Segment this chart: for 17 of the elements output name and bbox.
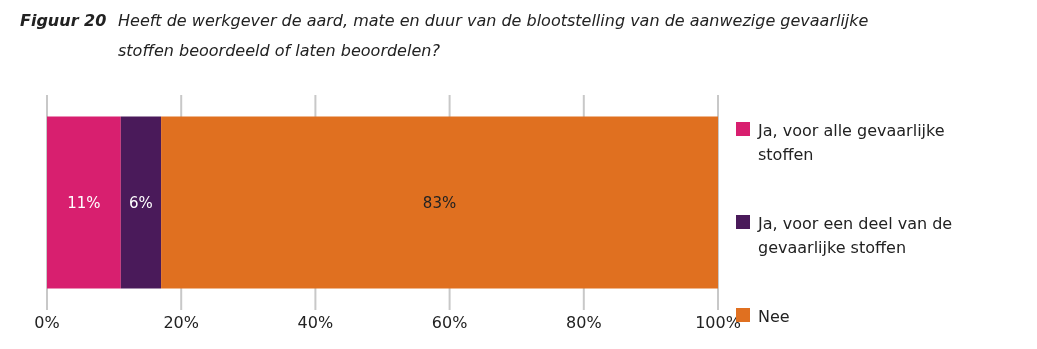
data-label: 6% bbox=[129, 193, 153, 212]
bar bbox=[120, 116, 162, 289]
chart-title: Figuur 20 bbox=[20, 11, 107, 30]
chart-subtitle: Heeft de werkgever de aard, mate en duur van de blootstelling van de aanwezige gevaarlijke stoffen beoordeeld of laten beoordelen? bbox=[118, 11, 869, 60]
bar bbox=[161, 116, 718, 289]
bar bbox=[47, 116, 121, 289]
x-tick-label: 100% bbox=[695, 313, 741, 332]
x-tick-label: 20% bbox=[163, 313, 199, 332]
legend-label: Nee bbox=[758, 306, 790, 326]
x-tick-label: 40% bbox=[297, 313, 334, 332]
data-label: 83% bbox=[422, 193, 457, 212]
x-tick-label: 60% bbox=[431, 313, 468, 332]
legend-label: Ja, voor een deel van de gevaarlijke stoffen bbox=[757, 213, 953, 257]
x-tick-label: 80% bbox=[566, 313, 602, 332]
legend-label: Ja, voor alle gevaarlijke stoffen bbox=[757, 120, 945, 164]
data-label: 11% bbox=[67, 193, 101, 212]
x-tick-label: 0% bbox=[34, 313, 60, 332]
